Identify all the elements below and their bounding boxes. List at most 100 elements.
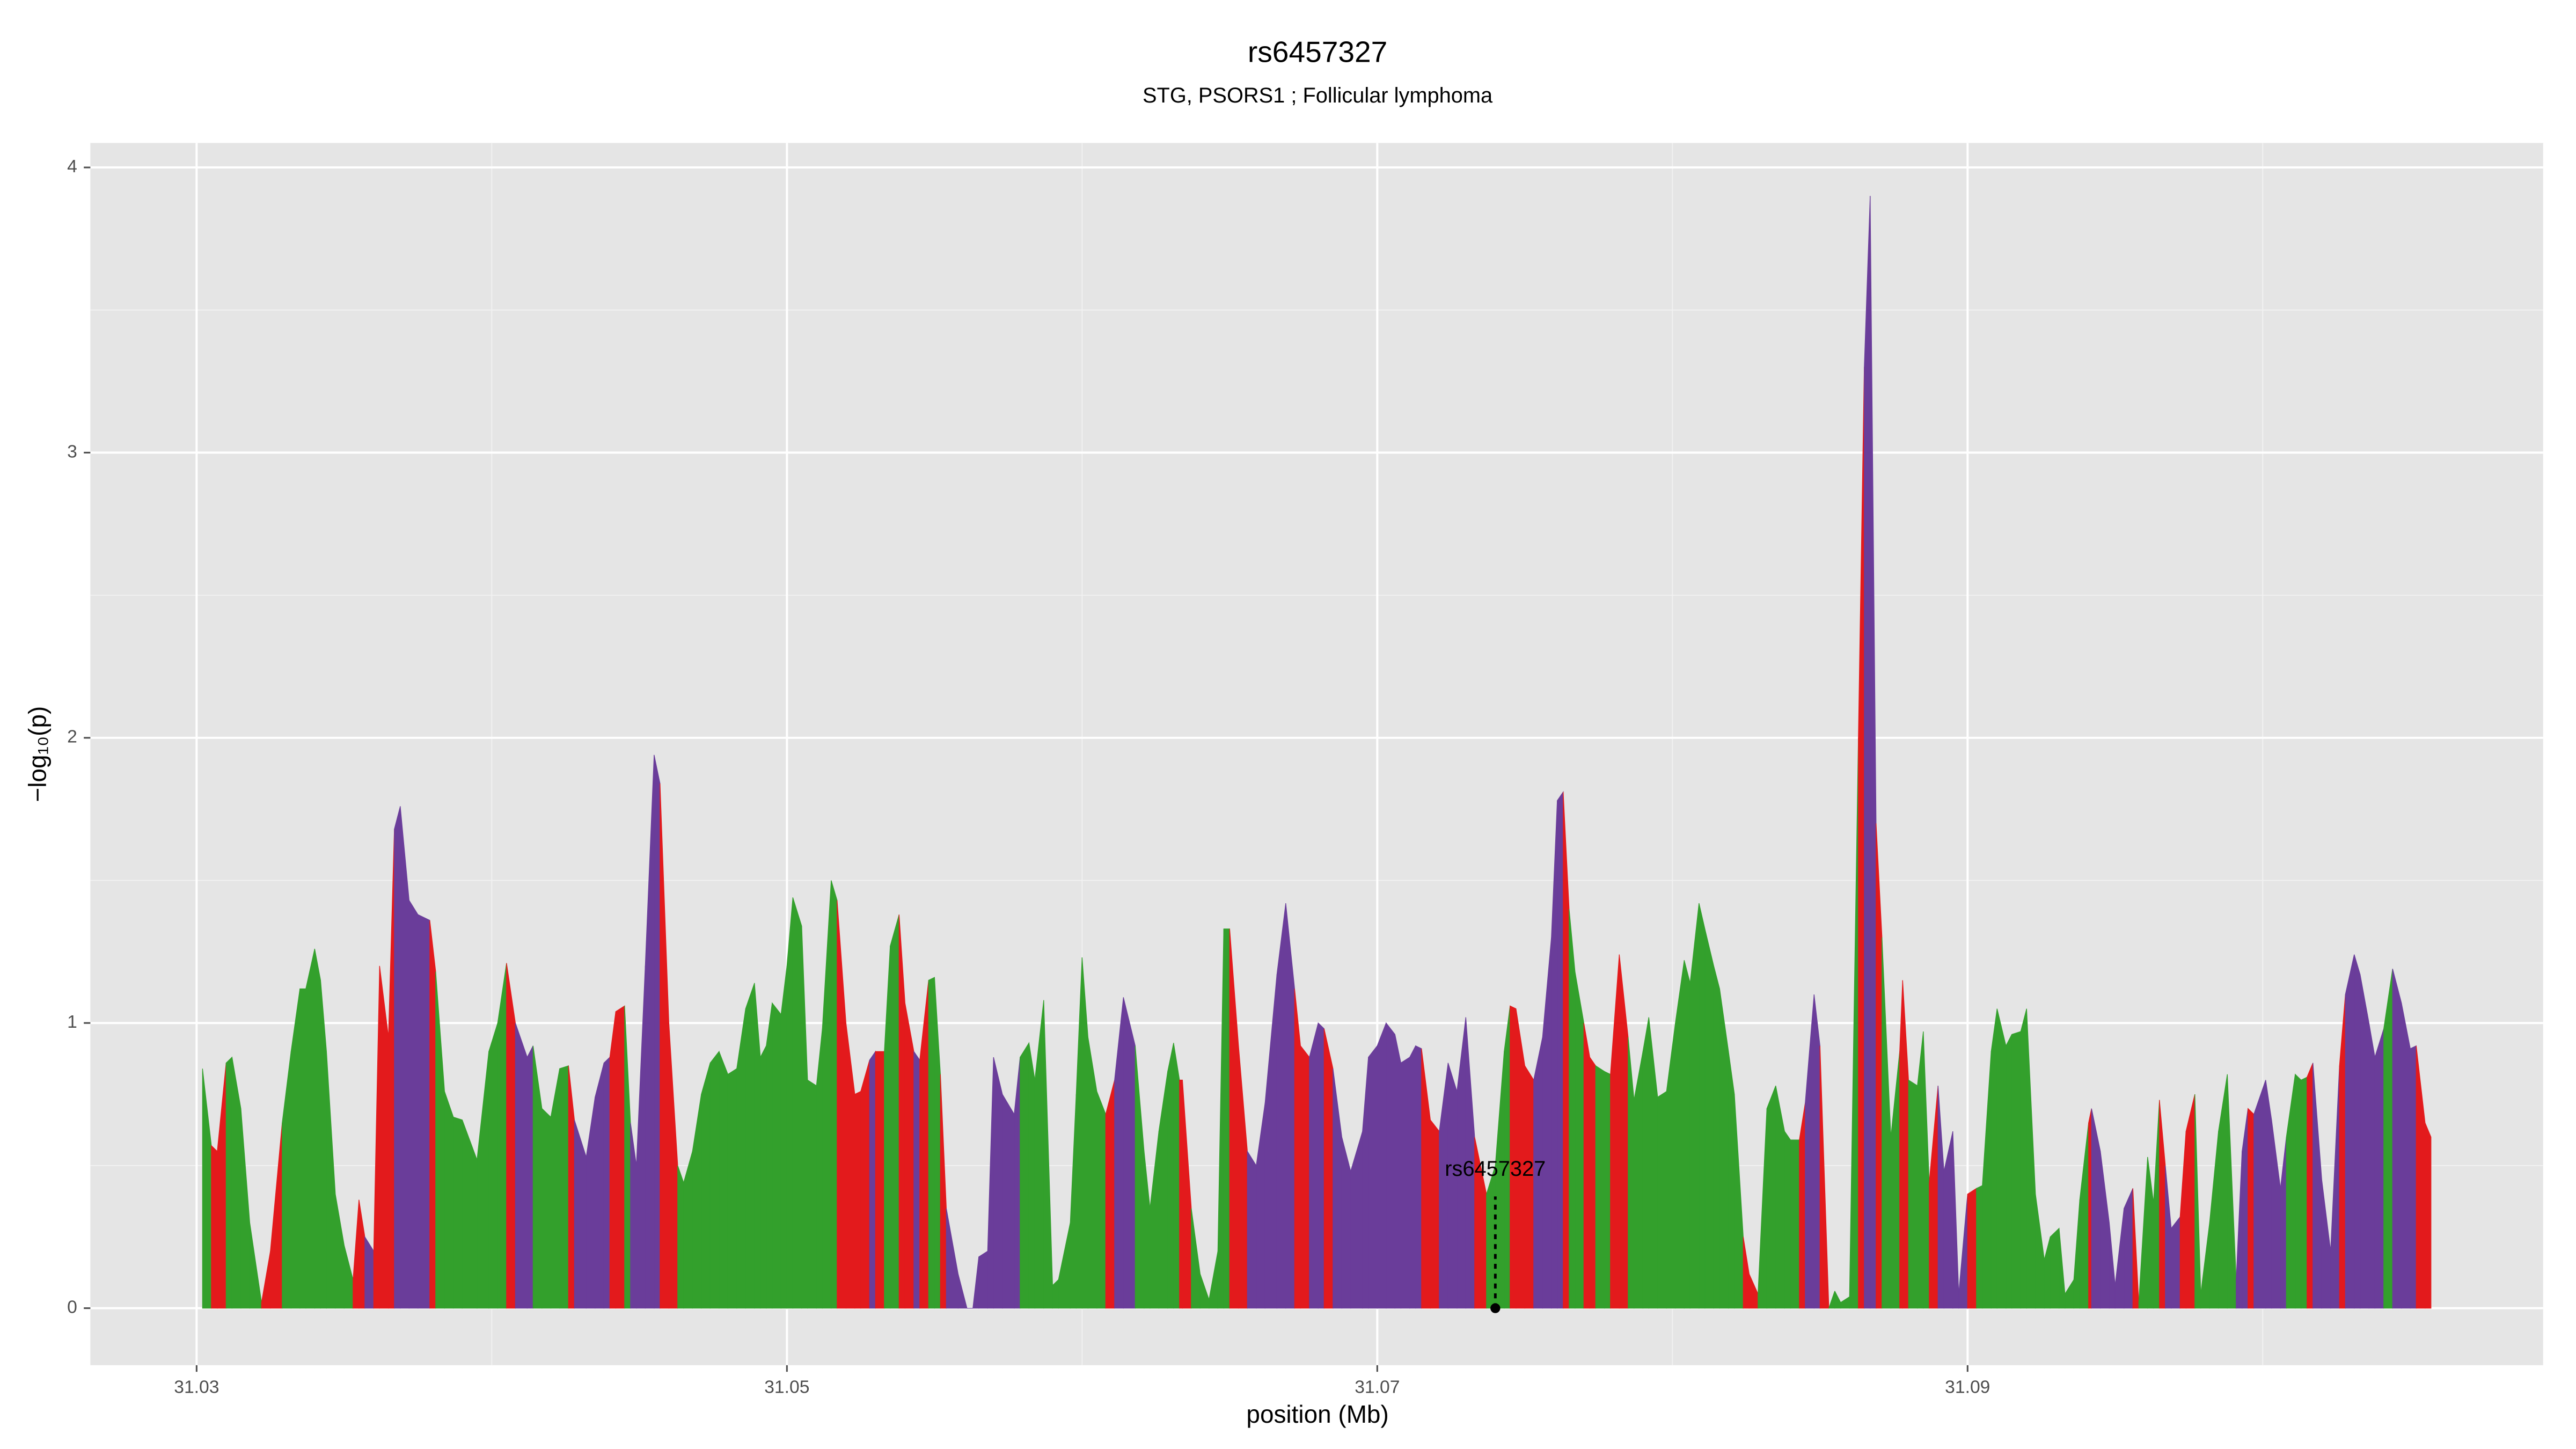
area-segment <box>497 963 507 1309</box>
area-segment <box>2265 1080 2272 1309</box>
area-segment <box>1377 1022 1387 1309</box>
area-segment <box>225 1056 232 1309</box>
x-tick-label: 31.07 <box>1355 1378 1400 1397</box>
area-segment <box>875 1051 885 1309</box>
area-segment <box>2295 1073 2302 1309</box>
area-segment <box>709 1050 720 1309</box>
area-segment <box>1557 791 1564 1309</box>
area-segment <box>1595 1065 1605 1309</box>
area-segment <box>1294 989 1301 1309</box>
area-segment <box>1247 1150 1257 1309</box>
y-tick-label: 1 <box>67 1012 77 1032</box>
area-segment <box>860 1060 870 1309</box>
y-axis-label: −log₁₀(p) <box>24 706 52 802</box>
area-segment <box>299 988 306 1309</box>
area-segment <box>677 1165 684 1309</box>
area-segment <box>2410 1045 2417 1309</box>
area-segment <box>1179 1079 1183 1309</box>
area-segment <box>1386 1022 1395 1309</box>
area-segment <box>719 1051 728 1309</box>
annotation-label: rs6457327 <box>1445 1157 1546 1181</box>
area-segment <box>1430 1119 1440 1309</box>
area-segment <box>506 963 516 1309</box>
area-segment <box>1524 1064 1534 1309</box>
area-segment <box>854 1091 861 1309</box>
area-segment <box>2354 954 2361 1309</box>
area-segment <box>2124 1188 2133 1309</box>
area-segment <box>1642 1017 1649 1309</box>
area-segment <box>2360 974 2369 1309</box>
area-segment <box>559 1065 569 1309</box>
area-segment <box>1766 1085 1776 1309</box>
area-segment <box>807 1079 817 1309</box>
area-segment <box>1657 1091 1667 1309</box>
y-tick-label: 4 <box>67 157 77 177</box>
area-segment <box>2374 1028 2384 1309</box>
area-segment <box>2248 1108 2255 1309</box>
area-segment <box>1819 1045 1829 1309</box>
area-segment <box>1415 1045 1422 1309</box>
area-segment <box>418 914 430 1309</box>
area-segment <box>1002 1093 1015 1309</box>
area-segment <box>745 983 755 1309</box>
area-segment <box>1813 994 1820 1309</box>
area-segment <box>780 965 787 1309</box>
annotation-point <box>1490 1303 1501 1313</box>
area-segment <box>2020 1008 2027 1309</box>
y-tick-label: 0 <box>67 1297 77 1317</box>
area-segment <box>305 948 315 1309</box>
area-segment <box>1790 1139 1800 1309</box>
area-segment <box>2185 1094 2196 1309</box>
area-segment <box>541 1108 551 1309</box>
area-segment <box>1699 903 1706 1309</box>
area-segment <box>394 806 401 1309</box>
area-segment <box>1447 1063 1458 1309</box>
area-segment <box>615 1005 625 1309</box>
y-tick-label: 2 <box>67 727 77 747</box>
area-segment <box>1020 1042 1029 1309</box>
area-segment <box>1675 960 1685 1309</box>
x-axis-label: position (Mb) <box>1246 1400 1388 1428</box>
area-segment <box>786 897 793 1309</box>
area-segment <box>2006 1034 2012 1309</box>
area-segment <box>831 880 838 1309</box>
area-segment <box>1300 1044 1310 1309</box>
area-segment <box>1096 1091 1106 1309</box>
area-segment <box>890 914 899 1309</box>
area-segment <box>1713 965 1720 1309</box>
area-segments <box>202 196 2432 1309</box>
area-segment <box>1704 928 1714 1309</box>
area-segment <box>2307 1063 2314 1309</box>
area-segment <box>1323 1028 1334 1309</box>
area-segment <box>429 920 436 1309</box>
area-segment <box>1589 1056 1596 1309</box>
area-segment <box>869 1050 876 1309</box>
area-segment <box>1908 1079 1918 1309</box>
area-segment <box>2345 954 2355 1309</box>
area-segment <box>1368 1044 1378 1309</box>
y-tick-label: 3 <box>67 442 77 462</box>
area-segment <box>2171 1216 2180 1309</box>
area-segment <box>2050 1227 2060 1309</box>
area-segment <box>1028 1043 1035 1309</box>
area-segment <box>1309 1023 1319 1309</box>
area-segment <box>1123 997 1136 1309</box>
area-segment <box>1684 960 1690 1309</box>
area-segment <box>515 1023 528 1309</box>
area-segment <box>1728 1051 1735 1309</box>
area-segment <box>1318 1022 1324 1309</box>
area-segment <box>2392 969 2402 1309</box>
area-segment <box>928 977 935 1309</box>
area-segment <box>1400 1056 1410 1309</box>
area-segment <box>993 1057 1003 1309</box>
area-segment <box>603 1056 610 1309</box>
area-segment <box>1864 196 1871 1309</box>
area-segment <box>978 1250 988 1309</box>
area-segment <box>1799 1102 1806 1309</box>
area-segment <box>904 1002 914 1309</box>
x-tick-label: 31.05 <box>764 1378 809 1397</box>
area-segment <box>2383 969 2393 1309</box>
area-segment <box>727 1068 737 1309</box>
area-segment <box>1575 971 1584 1309</box>
